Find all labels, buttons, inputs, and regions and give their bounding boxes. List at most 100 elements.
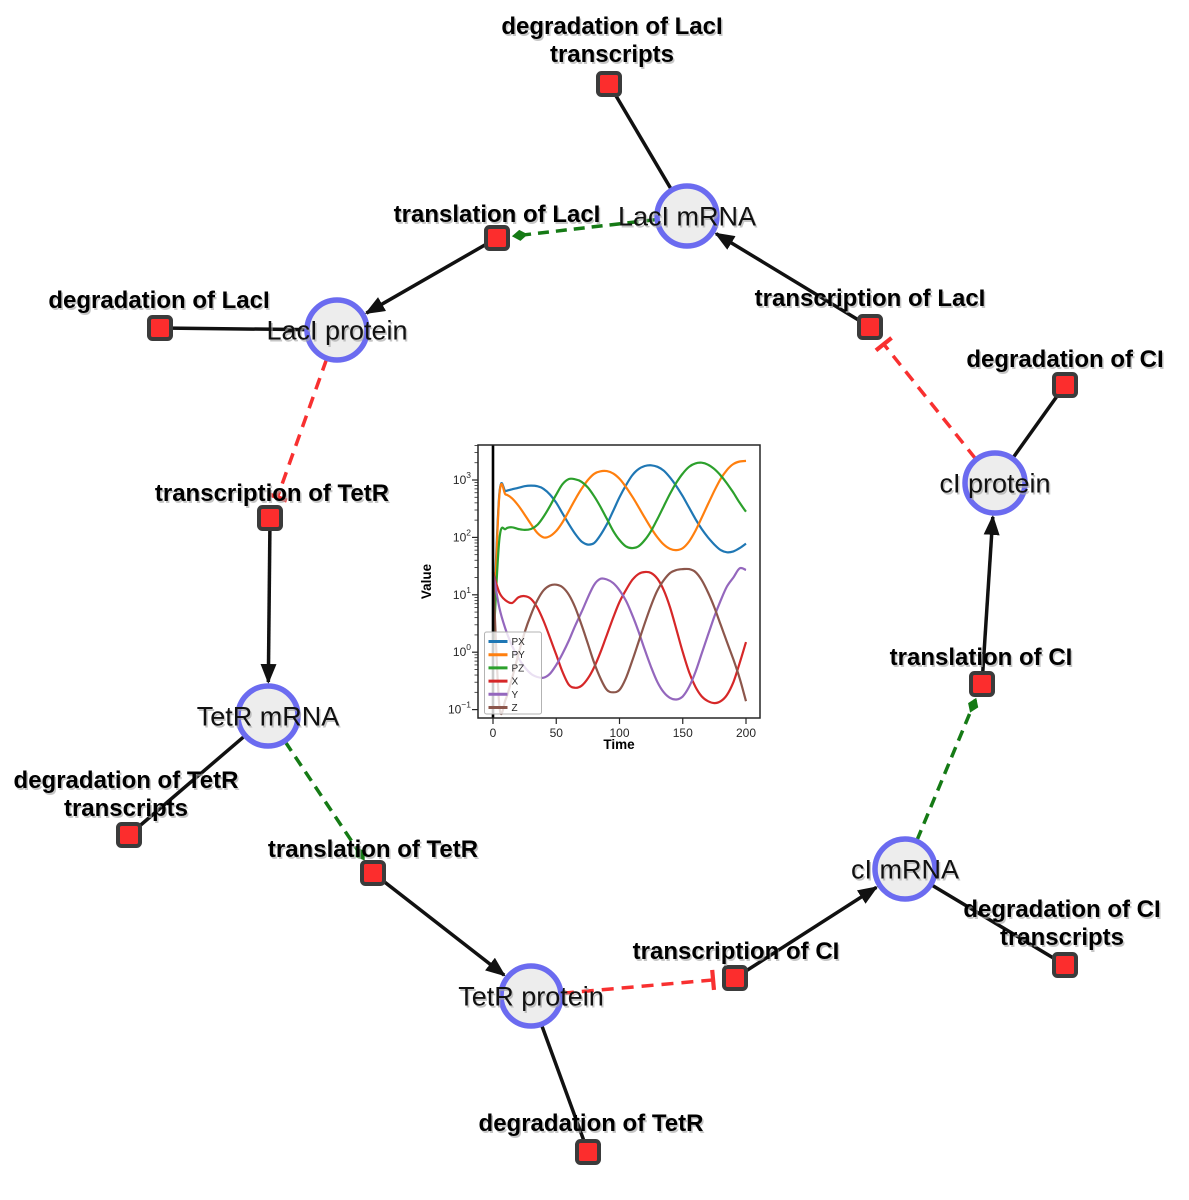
edge-inhibitor-laci-protein-transcr-tetr — [267, 358, 329, 503]
reaction-label-shadow: transcription of LacI — [756, 287, 987, 314]
reaction-label-transl-ci: translation of CI — [890, 644, 1073, 671]
y-axis-label: Value — [419, 563, 434, 599]
axes-frame — [477, 444, 761, 719]
legend-label-py: PY — [512, 650, 526, 661]
reaction-label-shadow: degradation of LacI — [503, 15, 724, 42]
reaction-node-deg-laci[interactable] — [147, 315, 173, 341]
reaction-node-deg-ci-transcripts[interactable] — [1052, 952, 1078, 978]
species-node-ci-protein[interactable] — [962, 450, 1028, 516]
reaction-label-transcr-laci: transcription of LacI — [755, 285, 986, 312]
species-node-tetr-protein[interactable] — [498, 963, 564, 1029]
edge-modifier-laci-mrna-transl-laci — [511, 217, 657, 241]
reaction-node-transl-ci[interactable] — [969, 671, 995, 697]
reaction-node-transcr-laci[interactable] — [857, 314, 883, 340]
legend-label-pz: PZ — [512, 663, 525, 674]
series-line-pz — [491, 461, 747, 653]
edge-product-laci-mrna-transcr-laci — [714, 232, 871, 329]
reaction-label-deg-tetr: degradation of TetR — [479, 1110, 704, 1137]
reaction-label-transcr-tetr: transcription of TetR — [155, 480, 389, 507]
reaction-node-transcr-ci[interactable] — [722, 965, 748, 991]
species-label-ci-protein: cI protein — [939, 469, 1050, 499]
series-line-px — [491, 464, 747, 635]
y-tick-label: 10−1 — [448, 700, 471, 717]
reaction-label-deg-ci-transcripts: degradation of CI — [963, 896, 1160, 923]
edge-product-ci-protein-transl-ci — [980, 514, 1000, 685]
x-tick-label: 50 — [550, 726, 564, 740]
species-label-shadow: LacI mRNA — [619, 204, 757, 234]
reaction-label-shadow: translation of LacI — [395, 203, 602, 230]
species-label-tetr-protein: TetR protein — [458, 982, 604, 1012]
inset-chart: 103 102 101 100 10−1 0 50 100 150 200 Time Value PX P… — [419, 444, 761, 752]
reaction-label-deg-tetr-transcripts-line2: transcripts — [64, 795, 188, 822]
species-label-laci-mrna: LacI mRNA — [618, 202, 756, 232]
reaction-label-shadow: transcription of CI — [634, 940, 841, 967]
reaction-label-shadow: degradation of CI — [968, 348, 1165, 375]
species-label-shadow: TetR protein — [460, 984, 606, 1014]
y-tick-label: 102 — [453, 527, 471, 544]
species-label-tetr-mrna: TetR mRNA — [197, 702, 340, 732]
reaction-label-deg-ci-transcripts-line2: transcripts — [1000, 924, 1124, 951]
reaction-label-deg-laci-transcripts: degradation of LacI — [501, 13, 722, 40]
reaction-node-transl-laci[interactable] — [484, 225, 510, 251]
edge-product-tetr-mrna-transcr-tetr — [260, 517, 277, 685]
reaction-label-shadow: transcripts — [65, 797, 189, 824]
reaction-label-shadow: degradation of TetR — [15, 769, 240, 796]
species-node-laci-mrna[interactable] — [654, 183, 720, 249]
species-node-tetr-mrna[interactable] — [235, 683, 301, 749]
y-tick-label: 100 — [453, 642, 471, 659]
reaction-label-deg-laci: degradation of LacI — [48, 287, 269, 314]
reaction-label-shadow: translation of CI — [891, 646, 1074, 673]
edge-modifier-ci-mrna-transl-ci — [915, 697, 979, 842]
species-label-laci-protein: LacI protein — [266, 316, 407, 346]
reaction-label-shadow: transcription of TetR — [156, 482, 390, 509]
reaction-label-deg-tetr-transcripts: degradation of TetR — [14, 767, 239, 794]
reaction-label-shadow: degradation of CI — [965, 898, 1162, 925]
species-label-ci-mrna: cI mRNA — [851, 855, 959, 885]
edge-product-tetr-protein-transl-tetr — [371, 871, 506, 977]
species-label-shadow: cI protein — [941, 471, 1052, 501]
reaction-label-transcr-ci: transcription of CI — [633, 938, 840, 965]
species-node-laci-protein[interactable] — [304, 297, 370, 363]
series-line-py — [491, 459, 747, 653]
x-tick-label: 0 — [490, 726, 497, 740]
legend-label-y: Y — [512, 690, 519, 701]
x-tick-label: 150 — [673, 726, 693, 740]
reaction-label-deg-ci: degradation of CI — [966, 346, 1163, 373]
series-line-z — [491, 567, 748, 715]
reaction-node-deg-tetr-transcripts[interactable] — [116, 822, 142, 848]
reaction-label-transl-laci: translation of LacI — [394, 201, 601, 228]
edge-product-ci-mrna-transcr-ci — [734, 885, 879, 980]
species-node-ci-mrna[interactable] — [872, 836, 938, 902]
reaction-label-deg-laci-transcripts-line2: transcripts — [550, 41, 674, 68]
edge-product-laci-protein-transl-laci — [364, 236, 498, 315]
y-tick-label: 103 — [453, 470, 471, 487]
reaction-node-transcr-tetr[interactable] — [257, 505, 283, 531]
edges-layer — [127, 83, 1067, 1153]
reaction-node-deg-laci-transcripts[interactable] — [596, 71, 622, 97]
reaction-label-shadow: transcripts — [1001, 926, 1125, 953]
legend-label-x: X — [512, 677, 519, 688]
legend-label-px: PX — [512, 637, 526, 648]
reaction-label-transl-tetr: translation of TetR — [268, 836, 478, 863]
edge-inhibitor-tetr-protein-transcr-ci — [561, 969, 717, 996]
reaction-label-shadow: translation of TetR — [269, 838, 479, 865]
edge-modifier-tetr-mrna-transl-tetr — [283, 740, 366, 861]
reaction-label-shadow: degradation of TetR — [480, 1112, 705, 1139]
reaction-node-deg-tetr[interactable] — [575, 1139, 601, 1165]
reaction-node-transl-tetr[interactable] — [360, 860, 386, 886]
reaction-label-shadow: degradation of LacI — [50, 289, 271, 316]
x-axis-label: Time — [603, 737, 635, 752]
y-tick-label: 101 — [453, 585, 471, 602]
x-tick-label: 100 — [609, 726, 629, 740]
reaction-node-deg-ci[interactable] — [1052, 372, 1078, 398]
species-label-shadow: LacI protein — [268, 318, 409, 348]
species-label-shadow: TetR mRNA — [198, 704, 341, 734]
species-label-shadow: cI mRNA — [853, 857, 961, 887]
x-tick-label: 200 — [736, 726, 756, 740]
nodes-layer — [116, 71, 1078, 1165]
edge-inhibitor-ci-protein-transcr-laci — [874, 336, 977, 460]
legend-label-z: Z — [512, 703, 518, 714]
